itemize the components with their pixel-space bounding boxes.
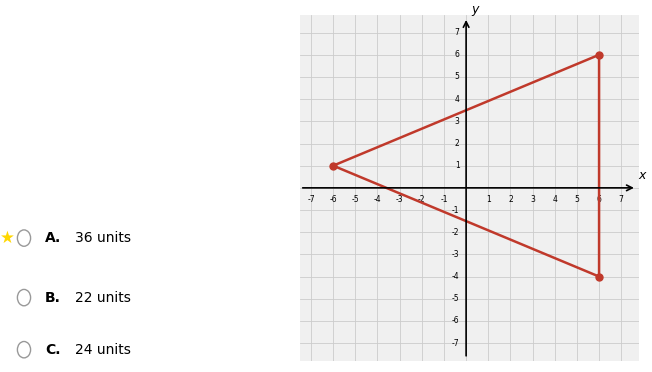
Text: 3: 3	[530, 195, 535, 203]
Text: 5: 5	[574, 195, 580, 203]
Text: -2: -2	[452, 228, 460, 237]
Text: y: y	[471, 3, 479, 16]
Text: 4: 4	[552, 195, 557, 203]
Text: -7: -7	[452, 339, 460, 347]
Text: 7: 7	[619, 195, 624, 203]
Text: 6: 6	[454, 50, 460, 59]
Text: x: x	[638, 169, 645, 182]
Text: 7: 7	[454, 28, 460, 37]
Text: -6: -6	[452, 317, 460, 326]
Text: 22 units: 22 units	[75, 291, 131, 305]
Text: -1: -1	[452, 206, 460, 215]
Text: B.: B.	[45, 291, 61, 305]
Text: 24 units: 24 units	[75, 343, 131, 357]
Text: -2: -2	[418, 195, 426, 203]
Text: 2: 2	[454, 139, 460, 148]
Text: 5: 5	[454, 73, 460, 81]
Text: 1: 1	[486, 195, 491, 203]
Text: 3: 3	[454, 117, 460, 126]
Text: -4: -4	[374, 195, 381, 203]
Text: -3: -3	[396, 195, 404, 203]
Text: -4: -4	[452, 272, 460, 281]
Text: 36 units: 36 units	[75, 231, 131, 245]
Text: 6: 6	[597, 195, 602, 203]
Text: -5: -5	[452, 294, 460, 303]
Text: -5: -5	[351, 195, 359, 203]
Text: -1: -1	[440, 195, 448, 203]
Text: ★: ★	[0, 229, 15, 247]
Text: 4: 4	[454, 94, 460, 104]
Text: -6: -6	[329, 195, 337, 203]
Text: -3: -3	[452, 250, 460, 259]
Text: -7: -7	[307, 195, 315, 203]
Text: A.: A.	[45, 231, 61, 245]
Text: 1: 1	[454, 161, 460, 170]
Text: 2: 2	[508, 195, 513, 203]
Text: C.: C.	[45, 343, 61, 357]
